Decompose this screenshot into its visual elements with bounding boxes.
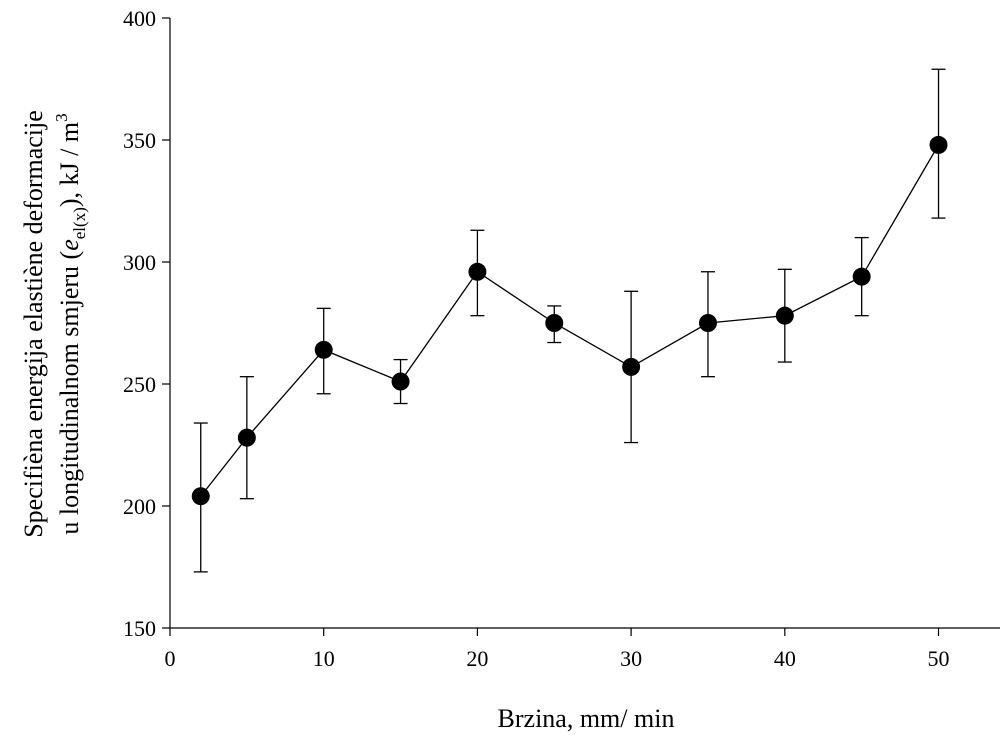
x-tick-label: 40 bbox=[774, 646, 796, 671]
y-axis-title-line2: u longitudinalnom smjeru (eel(x)), kJ / … bbox=[52, 113, 89, 534]
y-tick-label: 250 bbox=[123, 372, 156, 397]
x-tick-label: 30 bbox=[620, 646, 642, 671]
y-axis-title-prefix: u longitudinalnom smjeru ( bbox=[55, 251, 84, 535]
ticks: 0 10 20 30 40 50 150 200 250 300 350 400 bbox=[123, 6, 950, 671]
y-axis-title-line1: Specifièna energija elastiène deformacij… bbox=[19, 110, 48, 538]
y-tick-label: 200 bbox=[123, 494, 156, 519]
x-tick-label: 20 bbox=[466, 646, 488, 671]
data-point bbox=[622, 358, 640, 376]
data-point bbox=[699, 314, 717, 332]
data-point bbox=[853, 268, 871, 286]
y-tick-label: 350 bbox=[123, 128, 156, 153]
x-tick-label: 0 bbox=[165, 646, 176, 671]
data-point bbox=[192, 487, 210, 505]
x-axis-title: Brzina, mm/ min bbox=[498, 704, 675, 733]
y-axis-title-symbol: e bbox=[55, 239, 84, 251]
data-point bbox=[776, 307, 794, 325]
series-line bbox=[201, 145, 939, 496]
data-point bbox=[392, 373, 410, 391]
plot-area bbox=[192, 69, 948, 572]
y-axis-title-superscript: 3 bbox=[52, 113, 71, 122]
x-tick-label: 50 bbox=[928, 646, 950, 671]
y-tick-label: 150 bbox=[123, 616, 156, 641]
data-point bbox=[468, 263, 486, 281]
axes bbox=[170, 18, 1000, 628]
data-point bbox=[545, 314, 563, 332]
y-axis-title-suffix: ), kJ / m bbox=[55, 122, 84, 207]
data-point bbox=[315, 341, 333, 359]
data-point bbox=[238, 429, 256, 447]
y-tick-label: 300 bbox=[123, 250, 156, 275]
y-axis-title-subscript: el(x) bbox=[70, 207, 89, 239]
x-tick-label: 10 bbox=[313, 646, 335, 671]
y-axis-title: Specifièna energija elastiène deformacij… bbox=[19, 110, 89, 538]
y-tick-label: 400 bbox=[123, 6, 156, 31]
data-point bbox=[930, 136, 948, 154]
